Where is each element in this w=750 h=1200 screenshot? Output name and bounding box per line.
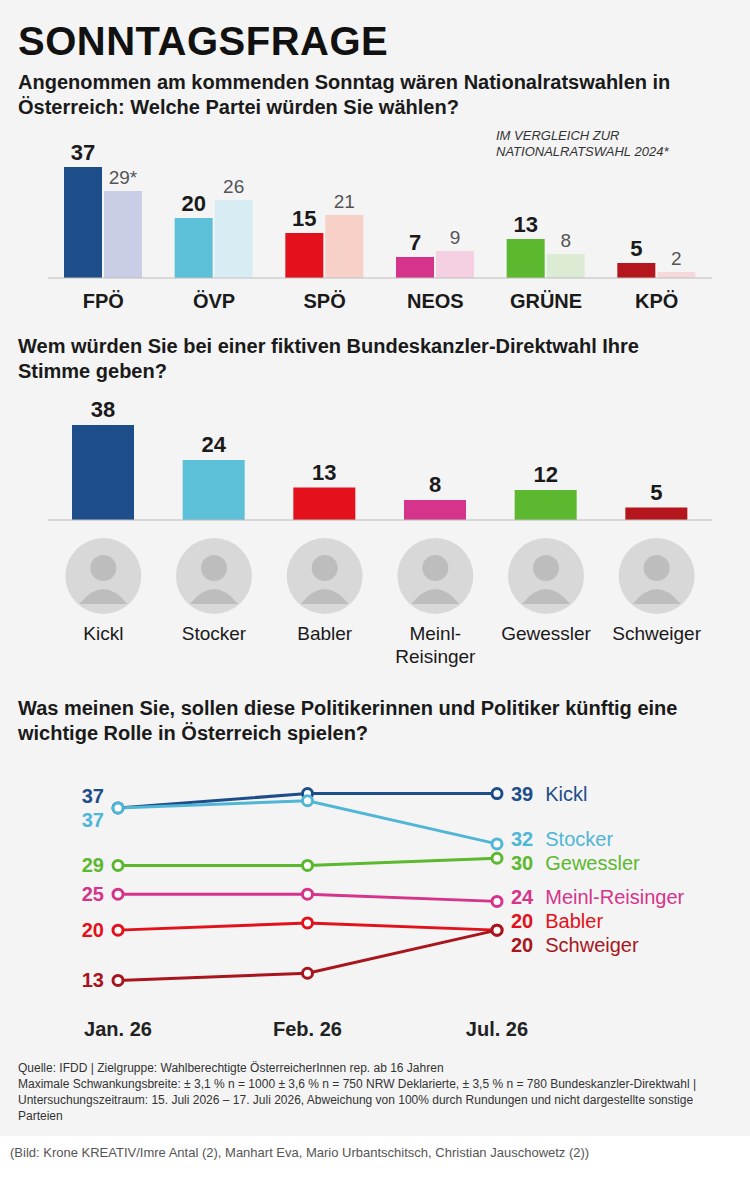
svg-text:5: 5: [630, 236, 642, 261]
svg-text:39Kickl: 39Kickl: [511, 783, 587, 805]
svg-text:13: 13: [82, 969, 104, 991]
svg-text:Babler: Babler: [297, 623, 353, 644]
html-text:Was meinen Sie, sollen diese P: Was meinen Sie, sollen diese Politikerin…: [18, 697, 678, 744]
svg-text:Kickl: Kickl: [83, 623, 123, 644]
svg-text:21: 21: [334, 191, 355, 212]
svg-text:30Gewessler: 30Gewessler: [511, 852, 640, 874]
svg-text:Jan. 26: Jan. 26: [84, 1018, 152, 1040]
svg-text:7: 7: [409, 230, 421, 255]
svg-text:Feb. 26: Feb. 26: [273, 1018, 342, 1040]
svg-text:24: 24: [201, 432, 226, 457]
svg-text:KPÖ: KPÖ: [635, 290, 678, 312]
svg-text:29: 29: [82, 854, 104, 876]
svg-text:Schweiger: Schweiger: [612, 623, 701, 644]
svg-text:20Schweiger: 20Schweiger: [511, 934, 639, 956]
svg-text:20Babler: 20Babler: [511, 910, 603, 932]
svg-text:25: 25: [82, 883, 104, 905]
svg-text:9: 9: [450, 227, 461, 248]
svg-text:20: 20: [181, 191, 205, 216]
html-text:Angenommen am kommenden Sonnta: Angenommen am kommenden Sonntag wären Na…: [18, 71, 671, 118]
svg-text:2: 2: [671, 248, 682, 269]
svg-text:15: 15: [292, 206, 316, 231]
svg-text:SPÖ: SPÖ: [304, 290, 346, 312]
html-text:SONNTAGSFRAGE: SONNTAGSFRAGE: [18, 19, 389, 63]
svg-text:37: 37: [82, 785, 104, 807]
html-text:Quelle: IFDD | Zielgruppe: Wah: Quelle: IFDD | Zielgruppe: Wahlberechtig…: [18, 1061, 444, 1075]
svg-text:32Stocker: 32Stocker: [511, 828, 613, 850]
svg-text:29*: 29*: [109, 167, 138, 188]
html-text:Maximale Schwankungsbreite: ±: Maximale Schwankungsbreite: ± 3,1 % n = …: [18, 1077, 696, 1123]
svg-text:Meinl-: Meinl-: [409, 623, 461, 644]
svg-text:12: 12: [533, 462, 557, 487]
svg-text:5: 5: [650, 480, 662, 505]
svg-text:37: 37: [71, 140, 95, 165]
svg-text:Jul. 26: Jul. 26: [466, 1018, 528, 1040]
svg-text:26: 26: [223, 176, 244, 197]
svg-text:Gewessler: Gewessler: [501, 623, 591, 644]
svg-text:13: 13: [513, 212, 537, 237]
svg-text:20: 20: [82, 919, 104, 941]
svg-text:ÖVP: ÖVP: [193, 290, 235, 312]
html-text:IM VERGLEICH ZUR NATIONALRATSW: IM VERGLEICH ZUR NATIONALRATSWAHL 2024*: [496, 128, 669, 159]
svg-text:FPÖ: FPÖ: [83, 290, 124, 312]
html-text:(Bild: Krone KREATIV/Imre Anta: (Bild: Krone KREATIV/Imre Antal (2), Man…: [10, 1145, 590, 1160]
svg-text:24Meinl-Reisinger: 24Meinl-Reisinger: [511, 886, 685, 908]
svg-text:Reisinger: Reisinger: [395, 646, 476, 667]
svg-text:38: 38: [91, 397, 115, 422]
svg-text:13: 13: [312, 460, 336, 485]
svg-text:8: 8: [560, 230, 571, 251]
svg-text:GRÜNE: GRÜNE: [510, 290, 582, 312]
svg-text:Stocker: Stocker: [182, 623, 247, 644]
svg-text:8: 8: [429, 472, 441, 497]
html-text:Wem würden Sie bei einer fikti: Wem würden Sie bei einer fiktiven Bundes…: [18, 335, 639, 382]
svg-text:NEOS: NEOS: [407, 290, 464, 312]
svg-text:37: 37: [82, 809, 104, 831]
